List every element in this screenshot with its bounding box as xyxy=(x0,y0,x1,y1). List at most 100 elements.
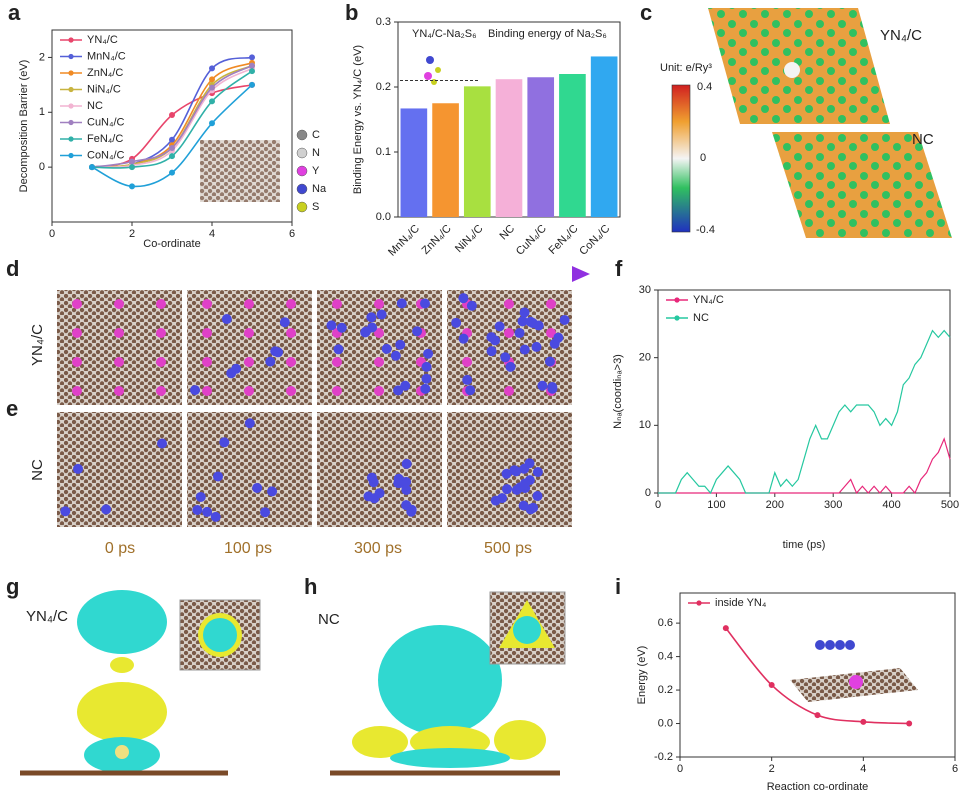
x-tick-label: MnN₄/C xyxy=(386,223,422,259)
data-point xyxy=(209,76,215,83)
na-atom xyxy=(490,495,501,506)
data-point xyxy=(249,54,255,61)
y-atom xyxy=(114,386,124,396)
y-atom xyxy=(462,357,472,367)
y-atom xyxy=(244,357,254,367)
x-tick-label: NC xyxy=(497,223,517,243)
x-tick-label: 6 xyxy=(289,228,295,240)
y-tick-label: 30 xyxy=(639,284,651,296)
na-atom xyxy=(501,484,512,495)
row-label: NC xyxy=(29,459,46,481)
colorbar xyxy=(671,84,691,233)
na-atom xyxy=(458,293,469,304)
na-atom xyxy=(376,309,387,320)
na-atom xyxy=(367,322,378,333)
data-point xyxy=(768,682,775,689)
x-tick-label: 0 xyxy=(677,763,683,775)
y-atom xyxy=(504,386,514,396)
y-atom xyxy=(286,386,296,396)
na-atom xyxy=(532,466,543,477)
na-atom xyxy=(420,383,431,394)
structure-label: NC xyxy=(318,611,340,628)
y-atom xyxy=(286,299,296,309)
data-point xyxy=(209,120,215,127)
y-tick-label: 0 xyxy=(39,161,45,173)
na-atom xyxy=(336,322,347,333)
panel-label: c xyxy=(640,0,652,25)
na-atom xyxy=(486,332,497,343)
x-axis-label: Reaction co-ordinate xyxy=(767,781,869,793)
y-tick-label: 0.4 xyxy=(658,650,673,662)
time-label: 500 ps xyxy=(484,540,532,557)
y-atom xyxy=(332,299,342,309)
y-axis-label: Decomposition Barrier (eV) xyxy=(18,60,30,193)
y-atom xyxy=(156,386,166,396)
na-atom xyxy=(533,320,544,331)
legend-swatch xyxy=(674,315,680,321)
y-atom xyxy=(72,357,82,367)
bar xyxy=(495,79,523,217)
na-atom xyxy=(60,506,71,517)
y-atom xyxy=(546,328,556,338)
panel-label: i xyxy=(615,574,621,599)
x-tick-label: FeN₄/C xyxy=(546,223,580,257)
series-line xyxy=(658,437,951,495)
y-axis-label: Nₙₐ(coordiₙₐ>3) xyxy=(612,354,624,429)
na-atom xyxy=(202,506,213,517)
x-tick-label: CoN₄/C xyxy=(577,223,612,258)
x-axis-label: Co-ordinate xyxy=(143,238,200,250)
na-atom xyxy=(553,332,564,343)
y-tick-label: 0.0 xyxy=(376,211,391,223)
y-atom xyxy=(546,299,556,309)
data-point xyxy=(169,136,175,143)
atom-swatch xyxy=(296,147,308,159)
x-tick-label: 300 xyxy=(824,499,842,511)
y-atom xyxy=(374,328,384,338)
y-atom xyxy=(202,299,212,309)
na-atom xyxy=(505,361,516,372)
bar xyxy=(559,74,586,217)
na-atom xyxy=(559,315,570,326)
panel-label: g xyxy=(6,574,19,599)
time-arrow-head xyxy=(572,266,590,282)
na-atom xyxy=(101,504,112,515)
na-atom xyxy=(157,438,168,449)
legend-swatch xyxy=(674,297,680,303)
na-atom xyxy=(265,356,276,367)
na-atom xyxy=(252,482,263,493)
y-site xyxy=(784,62,800,78)
structure-inset xyxy=(200,140,280,202)
na-atom xyxy=(73,463,84,474)
molecule-inset xyxy=(424,56,918,702)
na-atom xyxy=(221,314,232,325)
bar xyxy=(590,56,618,218)
na-atom xyxy=(500,352,511,363)
panel-label: d xyxy=(6,256,19,281)
y-atom xyxy=(72,299,82,309)
structure-label: YN₄/C xyxy=(880,27,922,44)
data-point xyxy=(129,183,135,190)
colorbar-label: -0.4 xyxy=(696,224,715,236)
na-atom xyxy=(401,458,412,469)
data-point xyxy=(209,84,215,91)
y-axis-label: Binding Energy vs. YN₄/C (eV) xyxy=(352,45,364,194)
na-atom xyxy=(212,471,223,482)
series-line xyxy=(658,329,951,495)
y-atom xyxy=(114,328,124,338)
na-atom xyxy=(412,326,423,337)
legend-label: MnN₄/C xyxy=(87,50,126,62)
legend-label: FeN₄/C xyxy=(87,133,123,145)
y-atom xyxy=(374,386,384,396)
legend-label: YN₄/C xyxy=(87,34,118,46)
na-atom xyxy=(421,361,432,372)
y-tick-label: 1 xyxy=(39,106,45,118)
legend-swatch xyxy=(68,37,74,43)
data-point xyxy=(169,144,175,151)
na-atom xyxy=(401,484,412,495)
charge-map xyxy=(708,8,890,124)
panel-label: e xyxy=(6,396,18,421)
plot-frame xyxy=(51,29,293,223)
na-atom xyxy=(544,356,555,367)
charge-map xyxy=(772,132,952,238)
